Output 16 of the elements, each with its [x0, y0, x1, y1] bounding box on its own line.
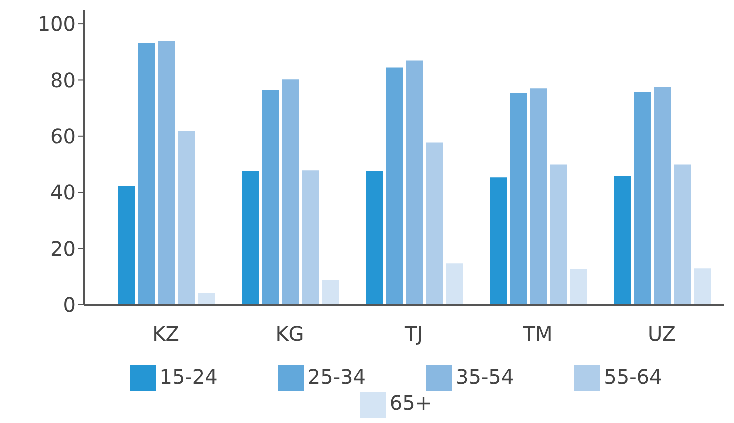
y-tick-label: 20: [50, 236, 76, 261]
x-tick-label: KZ: [152, 322, 180, 346]
legend-label: 15-24: [160, 364, 218, 389]
y-tick-label: 80: [50, 68, 76, 92]
x-tick-label: KG: [276, 322, 304, 346]
y-tick-label: 60: [50, 124, 76, 148]
legend-label: 35-54: [456, 364, 514, 389]
legend-label: 65+: [390, 391, 432, 416]
x-tick-label: TJ: [404, 322, 424, 346]
x-tick-label: TM: [522, 322, 553, 346]
x-tick-label: UZ: [648, 322, 676, 346]
legend-label: 25-34: [308, 364, 366, 389]
y-tick-label: 0: [63, 293, 76, 318]
y-tick-label: 100: [38, 12, 76, 36]
y-tick-label: 40: [50, 180, 76, 205]
legend-label: 55-64: [604, 364, 662, 389]
